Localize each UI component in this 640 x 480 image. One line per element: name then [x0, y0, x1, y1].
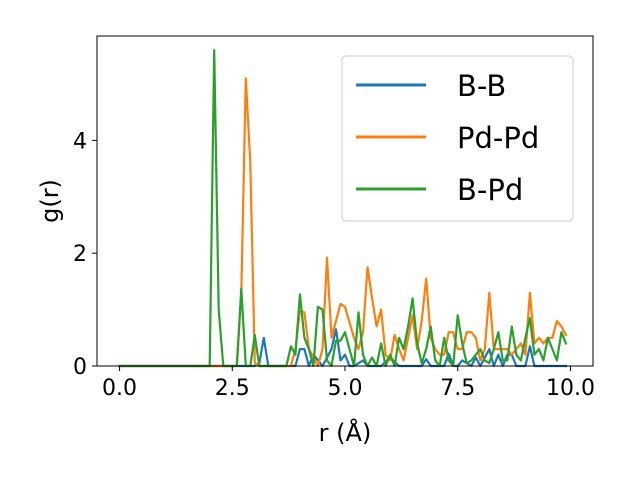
y-tick-label: 2 [73, 242, 87, 267]
x-axis: 0.0 2.5 5.0 7.5 10.0 [102, 366, 595, 401]
y-axis-label: g(r) [36, 179, 64, 223]
x-tick-label: 5.0 [328, 376, 363, 401]
x-tick-label: 0.0 [102, 376, 137, 401]
x-tick-label: 7.5 [440, 376, 475, 401]
y-tick-label: 0 [73, 355, 87, 380]
x-tick-label: 2.5 [215, 376, 250, 401]
legend-box [341, 55, 574, 222]
legend-label-b-pd: B-Pd [457, 173, 523, 207]
y-tick-label: 4 [73, 129, 87, 154]
legend: B-B Pd-Pd B-Pd [341, 55, 574, 222]
legend-label-pd-pd: Pd-Pd [457, 121, 539, 155]
x-tick-label: 10.0 [546, 376, 595, 401]
y-axis: 0 2 4 [73, 129, 97, 380]
x-axis-label: r (Å) [319, 418, 372, 447]
legend-label-b-b: B-B [457, 69, 506, 103]
